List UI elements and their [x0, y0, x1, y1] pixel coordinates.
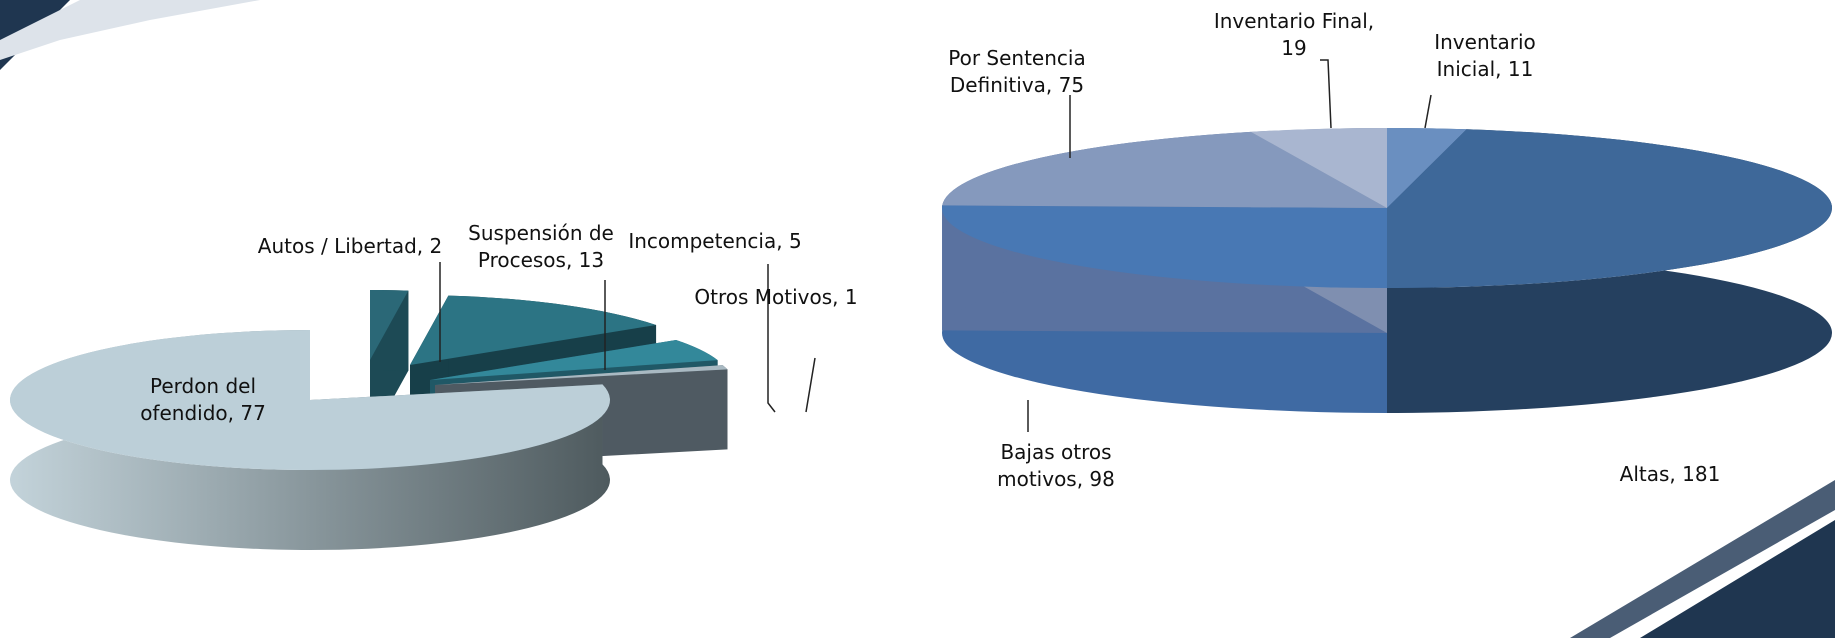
pie-chart: Autos / Libertad, 2 Suspensión de Procesos…	[10, 221, 858, 550]
data-label: Autos / Libertad, 2	[258, 234, 442, 258]
pie-slice	[942, 205, 1387, 288]
pie-slice	[10, 330, 611, 471]
leader-line	[1320, 59, 1332, 129]
data-label: Incompetencia, 5	[628, 229, 801, 253]
pie-slice	[370, 290, 409, 360]
leader-line	[1424, 94, 1432, 129]
pie-chart: Inventario Inicial, 11 Altas, 181 Bajas otr…	[942, 9, 1833, 491]
data-label: Altas, 181	[1620, 462, 1721, 486]
data-label: Otros Motivos, 1	[694, 285, 857, 309]
data-label: Bajas otros motivos, 98	[997, 440, 1115, 491]
corner-decoration	[1570, 480, 1835, 638]
leader-line	[767, 264, 776, 413]
data-label: Suspensión de Procesos, 13	[468, 221, 614, 272]
data-label: Inventario Inicial, 11	[1434, 30, 1536, 81]
logo-edge	[0, 0, 260, 60]
pie-slice	[1387, 128, 1467, 208]
corner-decoration	[1640, 520, 1835, 638]
leader-line	[805, 357, 816, 413]
data-label: Por Sentencia Definitiva, 75	[948, 46, 1085, 97]
pie-slice	[435, 365, 728, 385]
pie-slice	[1250, 128, 1387, 208]
charts: Autos / Libertad, 2 Suspensión de Procesos…	[10, 9, 1833, 550]
data-label: Perdon del ofendido, 77	[140, 374, 266, 425]
pie-slice	[942, 131, 1387, 208]
data-label: Inventario Final, 19	[1214, 9, 1374, 60]
slice-side	[722, 365, 728, 450]
pie-slice	[410, 295, 657, 365]
pie-slice	[430, 339, 718, 380]
pie-slice	[1387, 129, 1833, 288]
pie-slices	[942, 128, 1833, 288]
pie-slices	[10, 290, 728, 471]
